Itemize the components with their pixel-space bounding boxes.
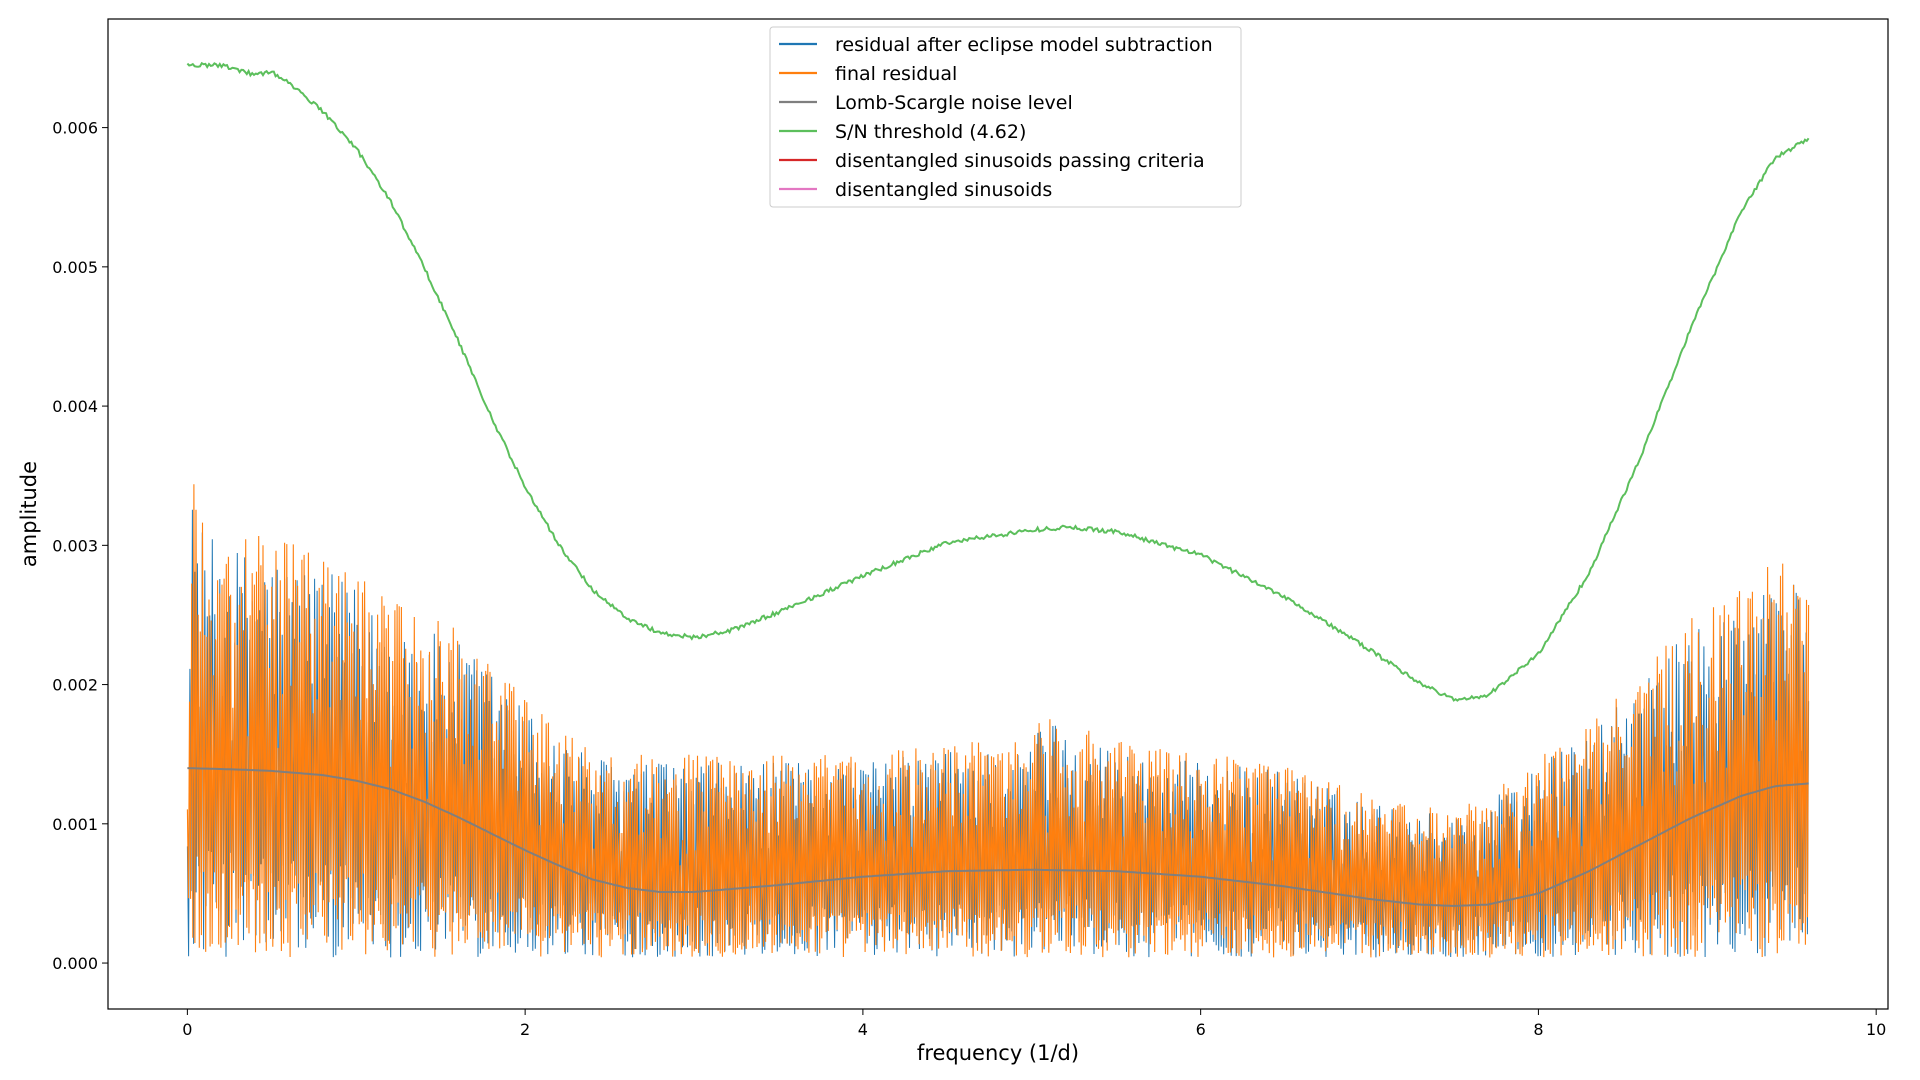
series-noise-level-line (187, 767, 1809, 907)
y-tick-label: 0.004 (52, 397, 98, 416)
x-tick-label: 4 (858, 1020, 868, 1039)
legend-label: residual after eclipse model subtraction (835, 34, 1213, 56)
x-tick-label: 10 (1866, 1020, 1886, 1039)
y-tick-label: 0.001 (52, 815, 98, 834)
legend-label: S/N threshold (4.62) (835, 121, 1026, 143)
y-tick-label: 0.000 (52, 954, 98, 973)
y-tick-label: 0.006 (52, 119, 98, 138)
y-tick-label: 0.003 (52, 536, 98, 555)
x-tick-label: 8 (1533, 1020, 1543, 1039)
legend: residual after eclipse model subtraction… (769, 26, 1242, 208)
series-sn-threshold-line (186, 61, 1810, 702)
y-tick-label: 0.002 (52, 676, 98, 695)
x-tick-label: 0 (182, 1020, 192, 1039)
y-axis: 0.000 0.001 0.002 0.003 0.004 0.005 0.006 (52, 119, 108, 973)
legend-label: final residual (835, 63, 957, 85)
legend-label: disentangled sinusoids passing criteria (835, 150, 1205, 172)
legend-label: Lomb-Scargle noise level (835, 92, 1073, 114)
x-tick-label: 6 (1196, 1020, 1206, 1039)
legend-label: disentangled sinusoids (835, 179, 1052, 201)
axes-frame (107, 18, 1889, 1010)
series-final-residual-line (186, 484, 1810, 958)
plot-area (186, 61, 1810, 958)
y-tick-label: 0.005 (52, 258, 98, 277)
y-axis-label: amplitude (17, 461, 41, 567)
x-axis: 0 2 4 6 8 10 (182, 1009, 1886, 1039)
x-axis-label: frequency (1/d) (917, 1041, 1079, 1065)
legend-frame (769, 26, 1242, 208)
x-tick-label: 2 (520, 1020, 530, 1039)
